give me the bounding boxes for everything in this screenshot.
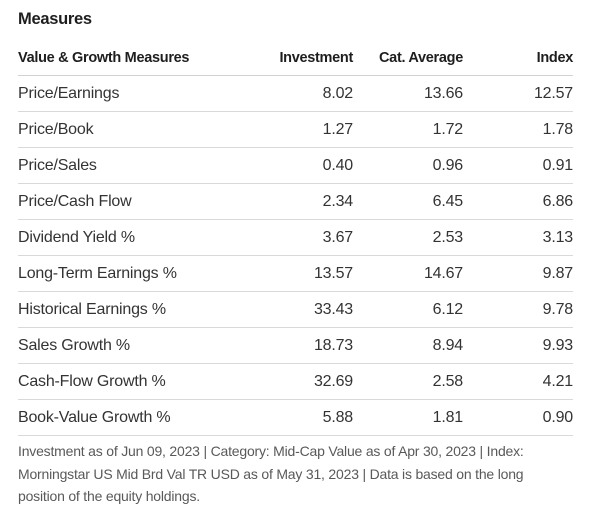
table-header-row: Value & Growth Measures Investment Cat. … bbox=[18, 41, 573, 76]
index-value: 9.93 bbox=[463, 327, 573, 364]
measure-label: Historical Earnings % bbox=[18, 291, 238, 328]
table-row: Cash-Flow Growth % 32.69 2.58 4.21 bbox=[18, 363, 573, 400]
category-average-value: 14.67 bbox=[353, 255, 463, 292]
table-row: Price/Sales 0.40 0.96 0.91 bbox=[18, 147, 573, 184]
index-value: 3.13 bbox=[463, 219, 573, 256]
index-value: 9.87 bbox=[463, 255, 573, 292]
table-row: Dividend Yield % 3.67 2.53 3.13 bbox=[18, 219, 573, 256]
investment-value: 8.02 bbox=[238, 75, 353, 112]
measure-label: Dividend Yield % bbox=[18, 219, 238, 256]
investment-value: 1.27 bbox=[238, 111, 353, 148]
measure-label: Cash-Flow Growth % bbox=[18, 363, 238, 400]
investment-value: 18.73 bbox=[238, 327, 353, 364]
investment-value: 0.40 bbox=[238, 147, 353, 184]
investment-value: 32.69 bbox=[238, 363, 353, 400]
measures-table: Value & Growth Measures Investment Cat. … bbox=[18, 41, 573, 436]
measure-label: Book-Value Growth % bbox=[18, 399, 238, 436]
measure-label: Sales Growth % bbox=[18, 327, 238, 364]
column-header-category-average: Cat. Average bbox=[353, 41, 463, 76]
column-header-index: Index bbox=[463, 41, 573, 76]
category-average-value: 8.94 bbox=[353, 327, 463, 364]
index-value: 9.78 bbox=[463, 291, 573, 328]
investment-value: 2.34 bbox=[238, 183, 353, 220]
category-average-value: 1.81 bbox=[353, 399, 463, 436]
category-average-value: 6.45 bbox=[353, 183, 463, 220]
section-title: Measures bbox=[18, 10, 92, 28]
column-header-investment: Investment bbox=[238, 41, 353, 76]
index-value: 1.78 bbox=[463, 111, 573, 148]
investment-value: 13.57 bbox=[238, 255, 353, 292]
table-row: Price/Book 1.27 1.72 1.78 bbox=[18, 111, 573, 148]
index-value: 0.90 bbox=[463, 399, 573, 436]
category-average-value: 6.12 bbox=[353, 291, 463, 328]
category-average-value: 0.96 bbox=[353, 147, 463, 184]
index-value: 0.91 bbox=[463, 147, 573, 184]
category-average-value: 1.72 bbox=[353, 111, 463, 148]
table-row: Sales Growth % 18.73 8.94 9.93 bbox=[18, 327, 573, 364]
index-value: 12.57 bbox=[463, 75, 573, 112]
data-footnote: Investment as of Jun 09, 2023 | Category… bbox=[18, 443, 524, 504]
measure-label: Price/Cash Flow bbox=[18, 183, 238, 220]
measure-label: Price/Book bbox=[18, 111, 238, 148]
table-row: Book-Value Growth % 5.88 1.81 0.90 bbox=[18, 399, 573, 436]
table-row: Historical Earnings % 33.43 6.12 9.78 bbox=[18, 291, 573, 328]
investment-value: 5.88 bbox=[238, 399, 353, 436]
category-average-value: 2.53 bbox=[353, 219, 463, 256]
index-value: 4.21 bbox=[463, 363, 573, 400]
table-row: Long-Term Earnings % 13.57 14.67 9.87 bbox=[18, 255, 573, 292]
investment-value: 33.43 bbox=[238, 291, 353, 328]
category-average-value: 13.66 bbox=[353, 75, 463, 112]
table-row: Price/Cash Flow 2.34 6.45 6.86 bbox=[18, 183, 573, 220]
column-header-measure: Value & Growth Measures bbox=[18, 41, 238, 76]
measure-label: Long-Term Earnings % bbox=[18, 255, 238, 292]
measure-label: Price/Sales bbox=[18, 147, 238, 184]
index-value: 6.86 bbox=[463, 183, 573, 220]
measure-label: Price/Earnings bbox=[18, 75, 238, 112]
category-average-value: 2.58 bbox=[353, 363, 463, 400]
investment-value: 3.67 bbox=[238, 219, 353, 256]
table-row: Price/Earnings 8.02 13.66 12.57 bbox=[18, 75, 573, 112]
